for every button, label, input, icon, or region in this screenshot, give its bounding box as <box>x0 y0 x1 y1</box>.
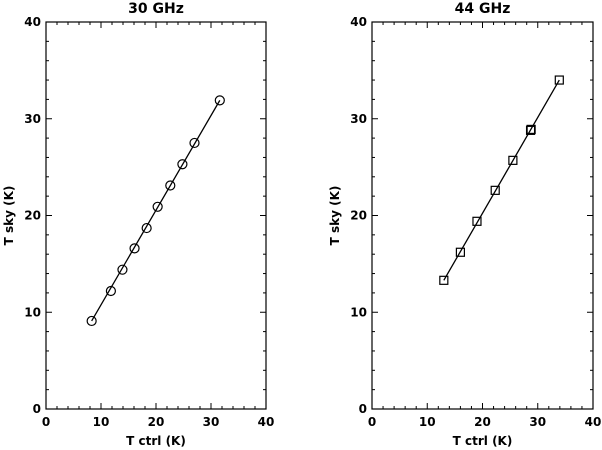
panel-2-data-point <box>554 75 564 85</box>
panel-1-x-tick-label: 10 <box>93 415 110 429</box>
panel-1-data-point <box>117 264 128 275</box>
panel-1-data-point <box>86 315 97 327</box>
panel-1-y-tick-label: 30 <box>24 112 41 126</box>
panel-2-x-tick-label: 30 <box>529 415 546 429</box>
panel-1-data-point <box>189 137 200 149</box>
panel-2-data-point <box>490 185 500 195</box>
panel-2-y-axis-label: T sky (K) <box>328 186 342 246</box>
panel-1-data-point <box>152 201 163 212</box>
panel-2-chart-title: 44 GHz <box>455 1 511 17</box>
panel-1-data-point <box>105 285 117 297</box>
panel-1-y-tick-label: 0 <box>33 402 41 416</box>
panel-2-data-point <box>508 155 518 165</box>
panel-2-data-point <box>472 216 482 226</box>
panel-1-y-tick-label: 40 <box>24 15 41 29</box>
panel-1-x-tick-label: 0 <box>42 415 50 429</box>
panel-1-y-axis-label: T sky (K) <box>2 186 16 246</box>
panel-2-y-tick-label: 40 <box>350 15 367 29</box>
panel-1-x-tick-label: 40 <box>258 415 275 429</box>
panel-1-data-point <box>165 180 176 191</box>
panel-2-data-point <box>455 247 465 257</box>
panel-2-fit-line <box>443 79 560 281</box>
panel-1-data-point <box>129 243 140 254</box>
panel-1-x-axis-label: T ctrl (K) <box>126 434 186 448</box>
panel-2-data-point <box>439 275 449 285</box>
panel-2-x-tick-label: 20 <box>474 415 491 429</box>
panel-2-y-tick-label: 30 <box>350 112 367 126</box>
panel-2-y-tick-label: 0 <box>359 402 367 416</box>
panel-2-x-tick-label: 0 <box>368 415 376 429</box>
panel-1-y-tick-label: 20 <box>24 209 41 223</box>
panel-2-y-tick-label: 10 <box>350 305 367 319</box>
panel-2-y-tick-label: 20 <box>350 209 367 223</box>
panel-1-data-point <box>214 95 225 106</box>
panel-1-y-tick-label: 10 <box>24 305 41 319</box>
panel-2-x-tick-label: 10 <box>419 415 436 429</box>
panel-1-x-tick-label: 30 <box>203 415 220 429</box>
panel-1-chart-title: 30 GHz <box>128 1 184 17</box>
panel-2-data-point <box>526 124 536 134</box>
panel-2-plot-frame <box>371 21 594 410</box>
panel-1-plot-frame <box>45 21 267 410</box>
panel-1-data-point <box>177 159 188 170</box>
panel-2-x-axis-label: T ctrl (K) <box>453 434 513 448</box>
panel-2-x-tick-label: 40 <box>585 415 602 429</box>
panel-1-x-tick-label: 20 <box>148 415 165 429</box>
panel-1-data-point <box>141 222 152 234</box>
